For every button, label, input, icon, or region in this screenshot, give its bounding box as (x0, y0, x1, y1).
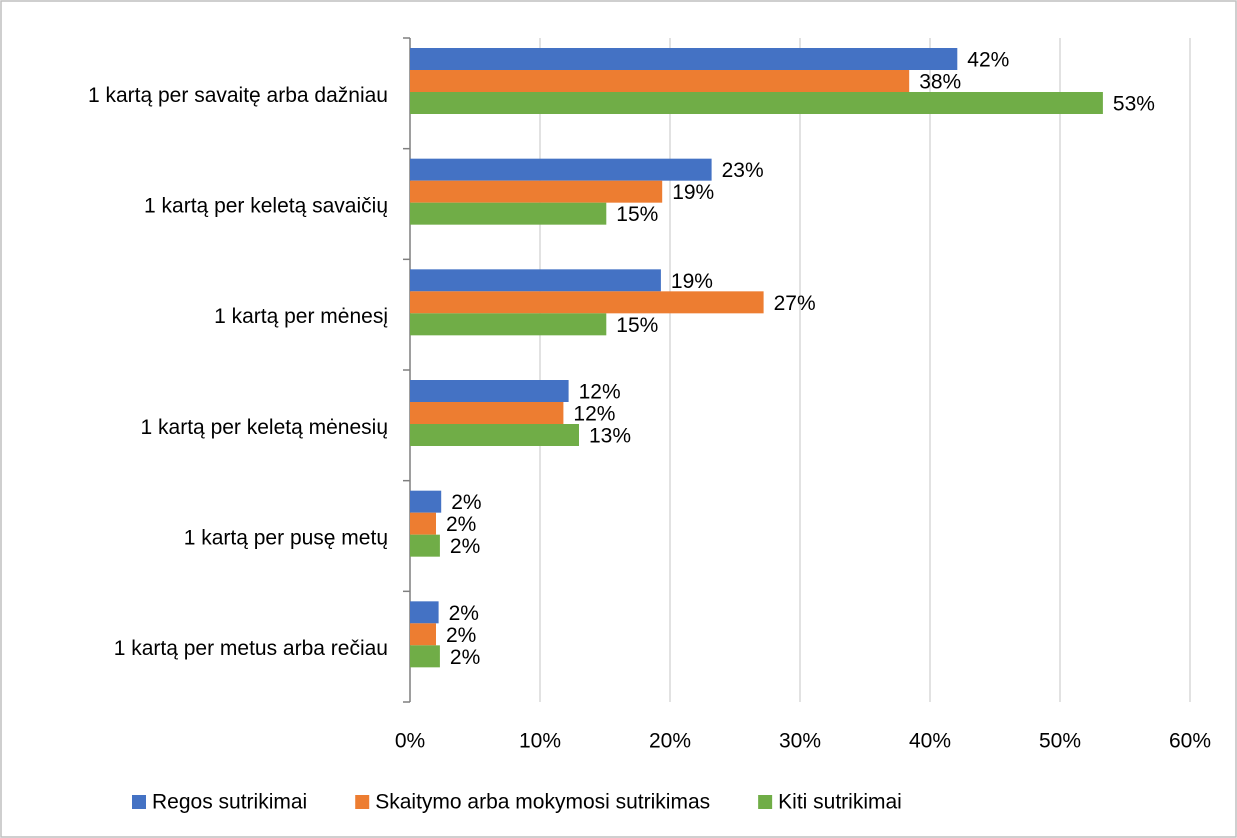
data-label: 19% (671, 270, 713, 293)
bar (410, 202, 607, 225)
bar (410, 313, 607, 336)
data-label: 2% (451, 491, 481, 514)
x-tick-label: 50% (1039, 730, 1081, 753)
data-label: 42% (967, 49, 1009, 72)
bar (410, 291, 764, 314)
bar (410, 512, 436, 535)
x-tick-label: 20% (649, 730, 691, 753)
bar (410, 269, 661, 292)
bar (410, 623, 436, 646)
data-label: 23% (722, 159, 764, 182)
data-label: 27% (774, 292, 816, 315)
y-tick-label: 1 kartą per savaitę arba dažniau (88, 84, 388, 107)
bar (410, 380, 569, 402)
y-tick-label: 1 kartą per metus arba rečiau (114, 637, 388, 660)
bar (410, 158, 712, 181)
y-tick-label: 1 kartą per keletą mėnesių (141, 416, 388, 439)
data-label: 15% (616, 203, 658, 226)
bar (410, 92, 1103, 114)
bar (410, 180, 663, 203)
bar (410, 424, 579, 446)
legend-label: Regos sutrikimai (152, 791, 307, 814)
x-tick-label: 60% (1169, 730, 1211, 753)
legend-swatch (355, 795, 370, 809)
data-label: 19% (672, 181, 714, 204)
data-label: 2% (450, 646, 480, 669)
bar (410, 402, 564, 424)
legend-swatch (758, 795, 773, 809)
legend-label: Skaitymo arba mokymosi sutrikimas (375, 791, 710, 814)
legend-swatch (132, 795, 146, 809)
data-label: 2% (450, 535, 480, 558)
bar (410, 645, 440, 668)
x-tick-label: 10% (519, 730, 561, 753)
data-label: 38% (919, 71, 961, 94)
bar (410, 490, 442, 513)
data-label: 13% (589, 425, 631, 448)
data-label: 15% (616, 314, 658, 337)
y-tick-label: 1 kartą per pusę metų (184, 527, 388, 550)
data-label: 2% (446, 513, 476, 536)
y-tick-label: 1 kartą per mėnesį (214, 305, 388, 328)
data-label: 12% (579, 381, 621, 404)
legend-label: Kiti sutrikimai (778, 791, 902, 814)
data-label: 2% (446, 624, 476, 647)
data-label: 12% (573, 403, 615, 426)
y-tick-label: 1 kartą per keletą savaičių (144, 195, 388, 218)
bar (410, 534, 440, 557)
x-tick-label: 0% (395, 730, 425, 753)
x-tick-label: 30% (779, 730, 821, 753)
bar (410, 70, 910, 92)
x-tick-label: 40% (909, 730, 951, 753)
data-label: 53% (1113, 93, 1155, 116)
bar (410, 48, 958, 70)
bar (410, 601, 439, 624)
data-label: 2% (449, 602, 479, 625)
